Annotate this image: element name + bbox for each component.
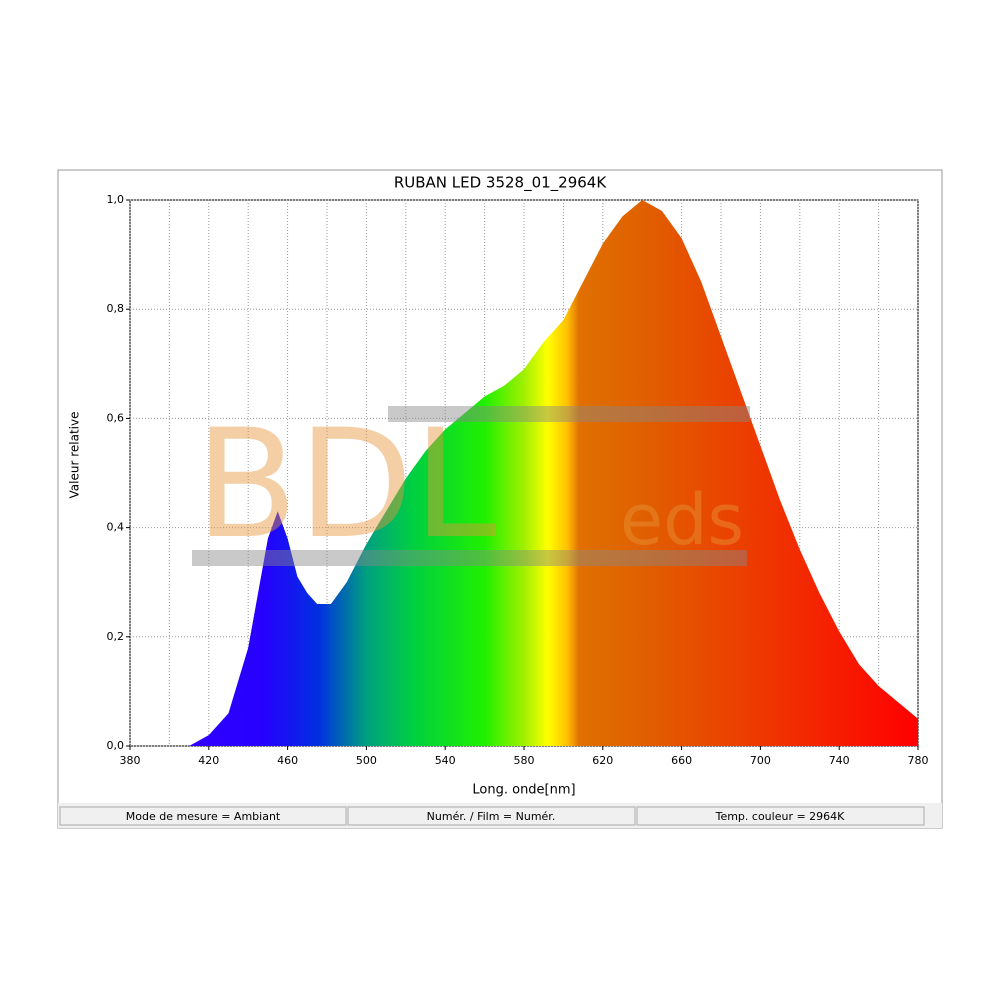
status-text: Mode de mesure = Ambiant bbox=[126, 810, 281, 823]
x-tick-label: 700 bbox=[750, 754, 771, 767]
y-axis-label: Valeur relative bbox=[68, 412, 82, 499]
y-tick-label: 0,8 bbox=[107, 302, 125, 315]
watermark-main: BDL bbox=[195, 398, 497, 572]
watermark-bar bbox=[388, 406, 750, 422]
spectrum-area bbox=[189, 200, 919, 746]
x-tick-label: 580 bbox=[514, 754, 535, 767]
x-tick-label: 660 bbox=[671, 754, 692, 767]
x-tick-label: 460 bbox=[277, 754, 298, 767]
x-tick-label: 540 bbox=[435, 754, 456, 767]
x-tick-label: 380 bbox=[120, 754, 141, 767]
status-text: Numér. / Film = Numér. bbox=[427, 810, 556, 823]
status-cell bbox=[59, 806, 347, 826]
x-tick-label: 420 bbox=[198, 754, 219, 767]
y-tick-label: 0,6 bbox=[107, 411, 125, 424]
x-tick-label: 740 bbox=[829, 754, 850, 767]
watermark-bar bbox=[192, 550, 747, 566]
marks bbox=[189, 200, 919, 746]
y-tick-label: 0,2 bbox=[107, 630, 125, 643]
watermark-sub: eds bbox=[620, 479, 744, 561]
x-tick-label: 500 bbox=[356, 754, 377, 767]
y-tick-label: 1,0 bbox=[107, 193, 125, 206]
status-cell bbox=[636, 806, 925, 826]
x-axis-label: Long. onde[nm] bbox=[472, 783, 575, 798]
watermark: BDL eds bbox=[192, 398, 750, 572]
chart-title: RUBAN LED 3528_01_2964K bbox=[394, 174, 608, 193]
status-cell bbox=[347, 806, 636, 826]
x-tick-label: 620 bbox=[592, 754, 613, 767]
status-text: Temp. couleur = 2964K bbox=[715, 810, 846, 823]
y-tick-label: 0,0 bbox=[107, 739, 125, 752]
y-tick-label: 0,4 bbox=[107, 521, 125, 534]
axes: 380 420 460 500 540 580 620 660 700 740 780 0,0 0,2 0… bbox=[107, 193, 929, 767]
x-tick-label: 780 bbox=[908, 754, 929, 767]
